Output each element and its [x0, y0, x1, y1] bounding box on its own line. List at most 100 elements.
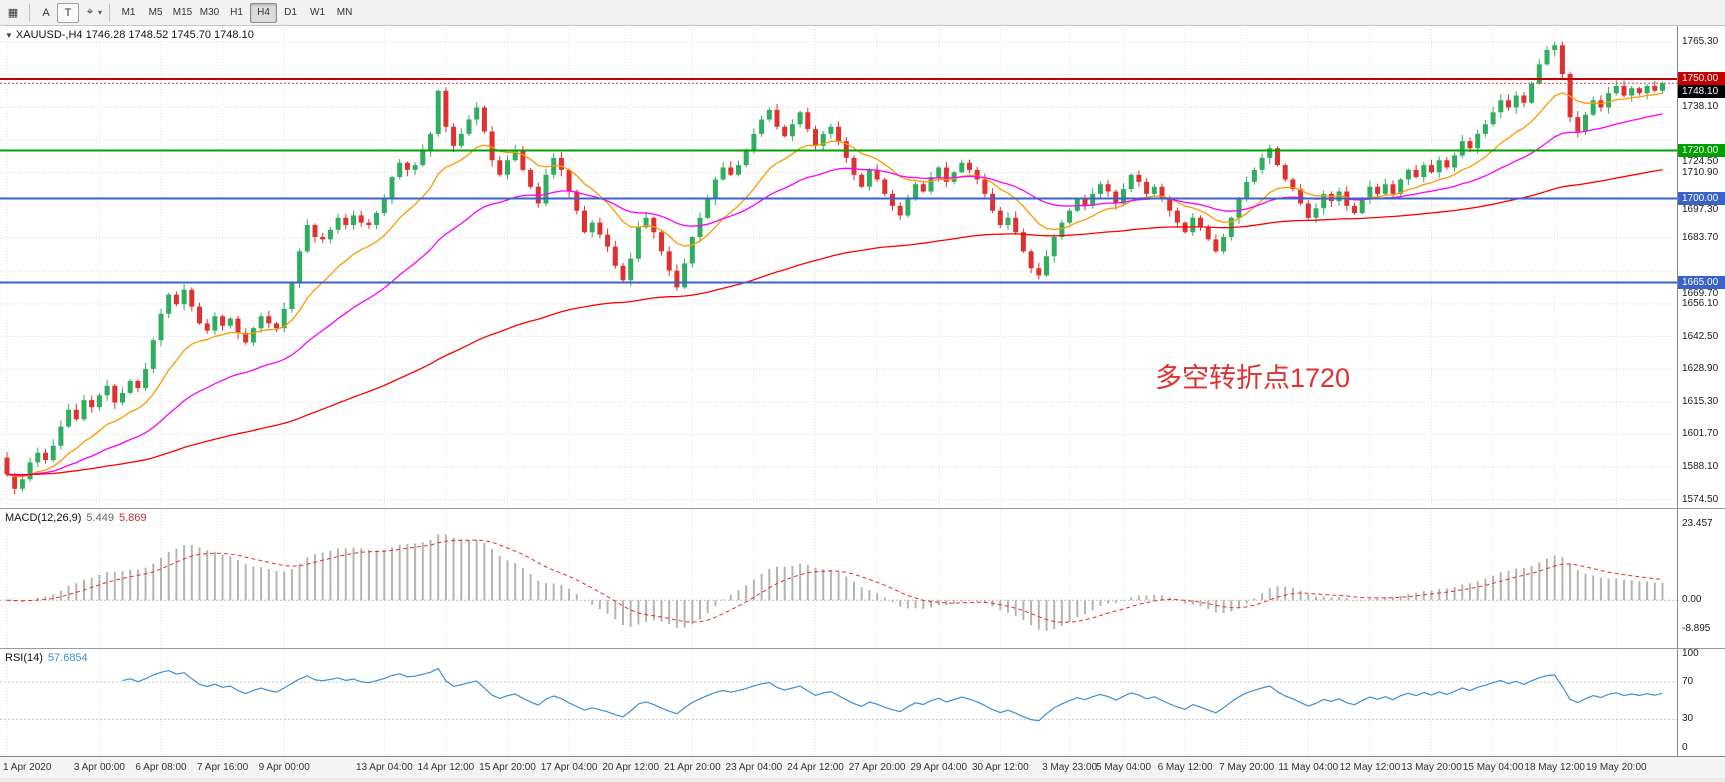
date-axis-label: 3 May 23:00 [1042, 762, 1098, 773]
rsi-line [122, 667, 1663, 722]
date-axis-label: 9 Apr 00:00 [258, 762, 310, 773]
rsi-label: RSI(14) [5, 652, 43, 664]
collapse-icon[interactable]: ▼ [5, 31, 13, 40]
timeframe-button-D1[interactable]: D1 [284, 7, 297, 18]
date-axis-label: 21 Apr 20:00 [663, 762, 721, 773]
timeframe-button-M5[interactable]: M5 [148, 7, 163, 18]
candlestick-chart[interactable] [0, 26, 1677, 508]
price-axis-label: 1724.50 [1682, 156, 1719, 168]
rsi-axis: 100 70 30 0 [1677, 649, 1725, 756]
rsi-axis-label: 0 [1682, 741, 1688, 753]
price-axis-label: 1697.30 [1682, 204, 1719, 216]
grid-vertical [6, 509, 1617, 648]
price-axis-label: 1642.50 [1682, 330, 1719, 342]
macd-chart[interactable] [0, 509, 1677, 648]
date-axis[interactable]: 1 Apr 2020 3 Apr 00:00 6 Apr 08:00 7 Apr 16… [0, 756, 1725, 778]
date-axis-label: 18 May 12:00 [1524, 762, 1585, 773]
date-axis-label: 6 Apr 08:00 [135, 762, 187, 773]
annotate-button[interactable]: A [42, 6, 50, 19]
macd-value-main: 5.449 [86, 512, 114, 524]
ma-13-line[interactable] [6, 92, 1663, 478]
price-axis-label: 1683.70 [1682, 231, 1719, 243]
candle-wicks-up [21, 41, 1663, 492]
price-level-badge: 1700.00 [1678, 192, 1725, 206]
rsi-axis-label: 70 [1682, 675, 1694, 687]
macd-axis-label: 0.00 [1682, 594, 1702, 606]
macd-signal-line [6, 539, 1663, 623]
price-axis-label: 1601.70 [1682, 428, 1719, 440]
grid-vertical [6, 649, 1617, 756]
symbol-caption: ▼ XAUUSD-,H4 1746.28 1748.52 1745.70 1748… [5, 29, 254, 41]
chart-grid-icon[interactable]: ▦ [7, 7, 19, 19]
date-axis-label: 20 Apr 12:00 [602, 762, 660, 773]
rsi-value: 57.6854 [47, 652, 88, 664]
date-axis-label: 12 May 12:00 [1339, 762, 1401, 773]
price-axis-label: 1710.90 [1682, 166, 1719, 178]
text-tool-button[interactable]: T [57, 2, 79, 23]
date-axis-label: 7 Apr 16:00 [197, 762, 249, 773]
toolbar-separator [29, 3, 30, 22]
date-axis-label: 11 May 04:00 [1278, 762, 1339, 773]
macd-value-signal: 5.869 [118, 512, 147, 524]
price-level-badge: 1720.00 [1678, 144, 1725, 158]
rsi-chart[interactable] [0, 649, 1677, 756]
macd-axis-label: -8.895 [1682, 623, 1711, 635]
price-level-badge: 1750.00 [1678, 72, 1725, 86]
rsi-panel: RSI(14) 57.6854 100 70 30 0 [0, 648, 1725, 756]
date-axis-label: 14 Apr 12:00 [417, 762, 475, 773]
macd-label: MACD(12,26,9) [5, 512, 82, 524]
chart-area: ▼ XAUUSD-,H4 1746.28 1748.52 1745.70 1748… [0, 26, 1725, 778]
toolbar: ▦ A T ⌖ ▾ M1 M5 M15 M30 H1 H4 D1 W1 MN [0, 0, 1725, 26]
candle-bodies-down [4, 45, 1658, 489]
macd-histogram [6, 534, 1664, 631]
timeframe-button-H4[interactable]: H4 [250, 2, 278, 23]
timeframe-button-H1[interactable]: H1 [230, 7, 243, 18]
price-axis: 1765.30 1738.10 1724.50 1710.90 1697.30 1683.… [1677, 26, 1725, 508]
price-axis-label: 1656.10 [1682, 297, 1719, 309]
date-axis-label: 17 Apr 04:00 [540, 762, 598, 773]
macd-panel: MACD(12,26,9) 5.449 5.869 23.457 0.00 -8.895 [0, 508, 1725, 648]
price-axis-label: 1765.30 [1682, 36, 1719, 48]
price-axis-label: 1628.90 [1682, 363, 1719, 375]
ma-34-line[interactable] [6, 113, 1663, 477]
candle-wicks-down [6, 41, 1656, 495]
timeframe-button-M15[interactable]: M15 [172, 7, 193, 18]
date-axis-label: 29 Apr 04:00 [910, 762, 968, 773]
chart-annotation[interactable]: 多空转折点1720 [1155, 363, 1351, 393]
date-axis-label: 3 Apr 00:00 [73, 762, 125, 773]
date-axis-label: 6 May 12:00 [1157, 762, 1213, 773]
price-axis-label: 1615.30 [1682, 395, 1719, 407]
date-axis-label: 13 Apr 04:00 [355, 762, 413, 773]
grid-vertical [6, 26, 1617, 508]
date-axis-label: 27 Apr 20:00 [848, 762, 906, 773]
symbol-ohlc-text: XAUUSD-,H4 1746.28 1748.52 1745.70 1748.… [15, 29, 254, 41]
price-axis-label: 1574.50 [1682, 493, 1719, 505]
price-level-badge: 1748.10 [1678, 85, 1725, 99]
main-chart-panel: ▼ XAUUSD-,H4 1746.28 1748.52 1745.70 1748… [0, 26, 1725, 508]
macd-axis-label: 23.457 [1682, 517, 1713, 529]
price-axis-label: 1669.70 [1682, 288, 1719, 300]
rsi-axis-label: 30 [1682, 713, 1694, 725]
date-axis-label: 24 Apr 12:00 [787, 762, 844, 773]
candle-bodies-up [19, 45, 1665, 489]
timeframe-button-M30[interactable]: M30 [199, 7, 220, 18]
rsi-caption: RSI(14) 57.6854 [5, 652, 88, 664]
date-axis-label: 5 May 04:00 [1095, 762, 1152, 773]
date-axis-label: 15 May 04:00 [1462, 762, 1524, 773]
date-axis-label: 7 May 20:00 [1219, 762, 1275, 773]
price-level-badge: 1665.00 [1678, 276, 1725, 290]
date-axis-label: 19 May 20:00 [1585, 762, 1647, 773]
timeframe-button-W1[interactable]: W1 [310, 7, 326, 18]
timeframe-button-M1[interactable]: M1 [121, 7, 136, 18]
toolbar-separator [109, 3, 111, 22]
timeframe-button-MN[interactable]: MN [336, 7, 353, 18]
crosshair-button[interactable]: ⌖ [86, 6, 94, 18]
price-axis-label: 1588.10 [1682, 460, 1719, 472]
date-axis-label: 30 Apr 12:00 [971, 762, 1029, 773]
ma-120-line[interactable] [6, 168, 1663, 476]
macd-caption: MACD(12,26,9) 5.449 5.869 [5, 512, 146, 524]
price-axis-label: 1738.10 [1682, 101, 1719, 113]
chevron-down-icon[interactable]: ▾ [98, 8, 103, 17]
date-axis-label: 13 May 20:00 [1401, 762, 1462, 773]
date-axis-label: 23 Apr 04:00 [725, 762, 783, 773]
